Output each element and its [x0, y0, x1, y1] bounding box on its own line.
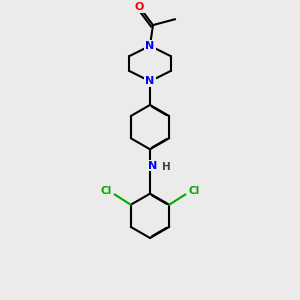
Text: N: N [146, 41, 154, 51]
Text: Cl: Cl [100, 186, 112, 197]
Text: O: O [135, 2, 144, 12]
Text: N: N [148, 160, 157, 171]
Text: Cl: Cl [188, 186, 200, 197]
Text: N: N [146, 76, 154, 86]
Text: H: H [162, 162, 171, 172]
